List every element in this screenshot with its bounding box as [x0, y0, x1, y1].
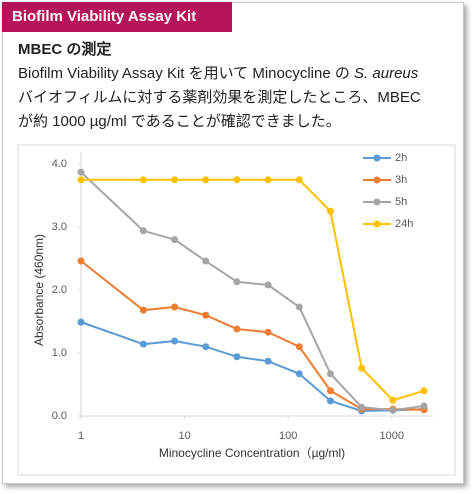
data-point [295, 370, 303, 378]
data-point [77, 176, 85, 184]
series-line [80, 321, 425, 412]
x-tick-label: 1000 [380, 430, 404, 442]
data-point [326, 207, 334, 215]
y-tick-label: 4.0 [52, 158, 67, 170]
data-point [389, 406, 397, 414]
legend-label: 5h [395, 196, 407, 208]
y-tick-label: 2.0 [52, 284, 67, 296]
data-point [326, 397, 334, 405]
data-point [202, 176, 210, 184]
section-heading: MBEC の測定 [18, 41, 112, 58]
data-point [139, 306, 147, 314]
data-point [233, 278, 241, 286]
data-point [264, 176, 272, 184]
data-point [233, 325, 241, 333]
data-point [202, 257, 210, 265]
legend-label: 2h [395, 152, 407, 164]
series-line [81, 178, 425, 402]
paragraph-line: Biofilm Viability Assay Kit を用いて Minocyc… [18, 62, 418, 83]
chart-frame [17, 144, 456, 476]
data-point [358, 403, 366, 411]
header-title: Biofilm Viability Assay Kit [2, 2, 232, 32]
series-line [80, 171, 425, 412]
data-point [171, 176, 179, 184]
data-point [77, 257, 85, 265]
data-point [233, 176, 241, 184]
legend-label: 24h [395, 218, 413, 230]
data-point [139, 176, 147, 184]
data-point [202, 311, 210, 319]
data-point [171, 337, 179, 345]
data-point [171, 303, 179, 311]
data-point [264, 281, 272, 289]
data-point [202, 343, 210, 351]
legend-marker [373, 198, 381, 206]
data-point [326, 370, 334, 378]
x-tick-label: 1 [78, 430, 84, 442]
data-point [420, 402, 428, 410]
x-tick-label: 10 [178, 430, 190, 442]
data-point [295, 176, 303, 184]
legend-label: 3h [395, 174, 407, 186]
y-axis-title: Absorbance (460nm) [32, 234, 46, 346]
species: S. aureus [354, 65, 419, 82]
paragraph-line: が約 1000 µg/ml であることが確認できました。 [18, 113, 341, 130]
legend-marker [373, 220, 381, 228]
data-point [420, 387, 428, 395]
data-point [139, 340, 147, 348]
data-point [171, 236, 179, 244]
data-point [295, 303, 303, 311]
data-point [295, 343, 303, 351]
x-axis-title: Minocycline Concentration（µg/ml) [159, 446, 345, 460]
data-point [77, 168, 85, 176]
paragraph-line: バイオフィルムに対する薬剤効果を測定したところ、MBEC [18, 89, 421, 106]
data-point [264, 328, 272, 336]
legend-marker [373, 176, 381, 184]
data-point [358, 364, 366, 372]
legend-marker [373, 154, 381, 162]
data-point [264, 357, 272, 365]
y-tick-label: 0.0 [52, 410, 67, 422]
data-point [389, 396, 397, 404]
x-tick-label: 100 [279, 430, 297, 442]
card [2, 2, 464, 484]
data-point [139, 227, 147, 235]
data-point [77, 318, 85, 326]
text: Biofilm Viability Assay Kit を用いて Minocyc… [18, 65, 355, 82]
data-point [233, 353, 241, 361]
y-tick-label: 1.0 [52, 347, 67, 359]
y-tick-label: 3.0 [52, 221, 67, 233]
data-point [326, 387, 334, 395]
